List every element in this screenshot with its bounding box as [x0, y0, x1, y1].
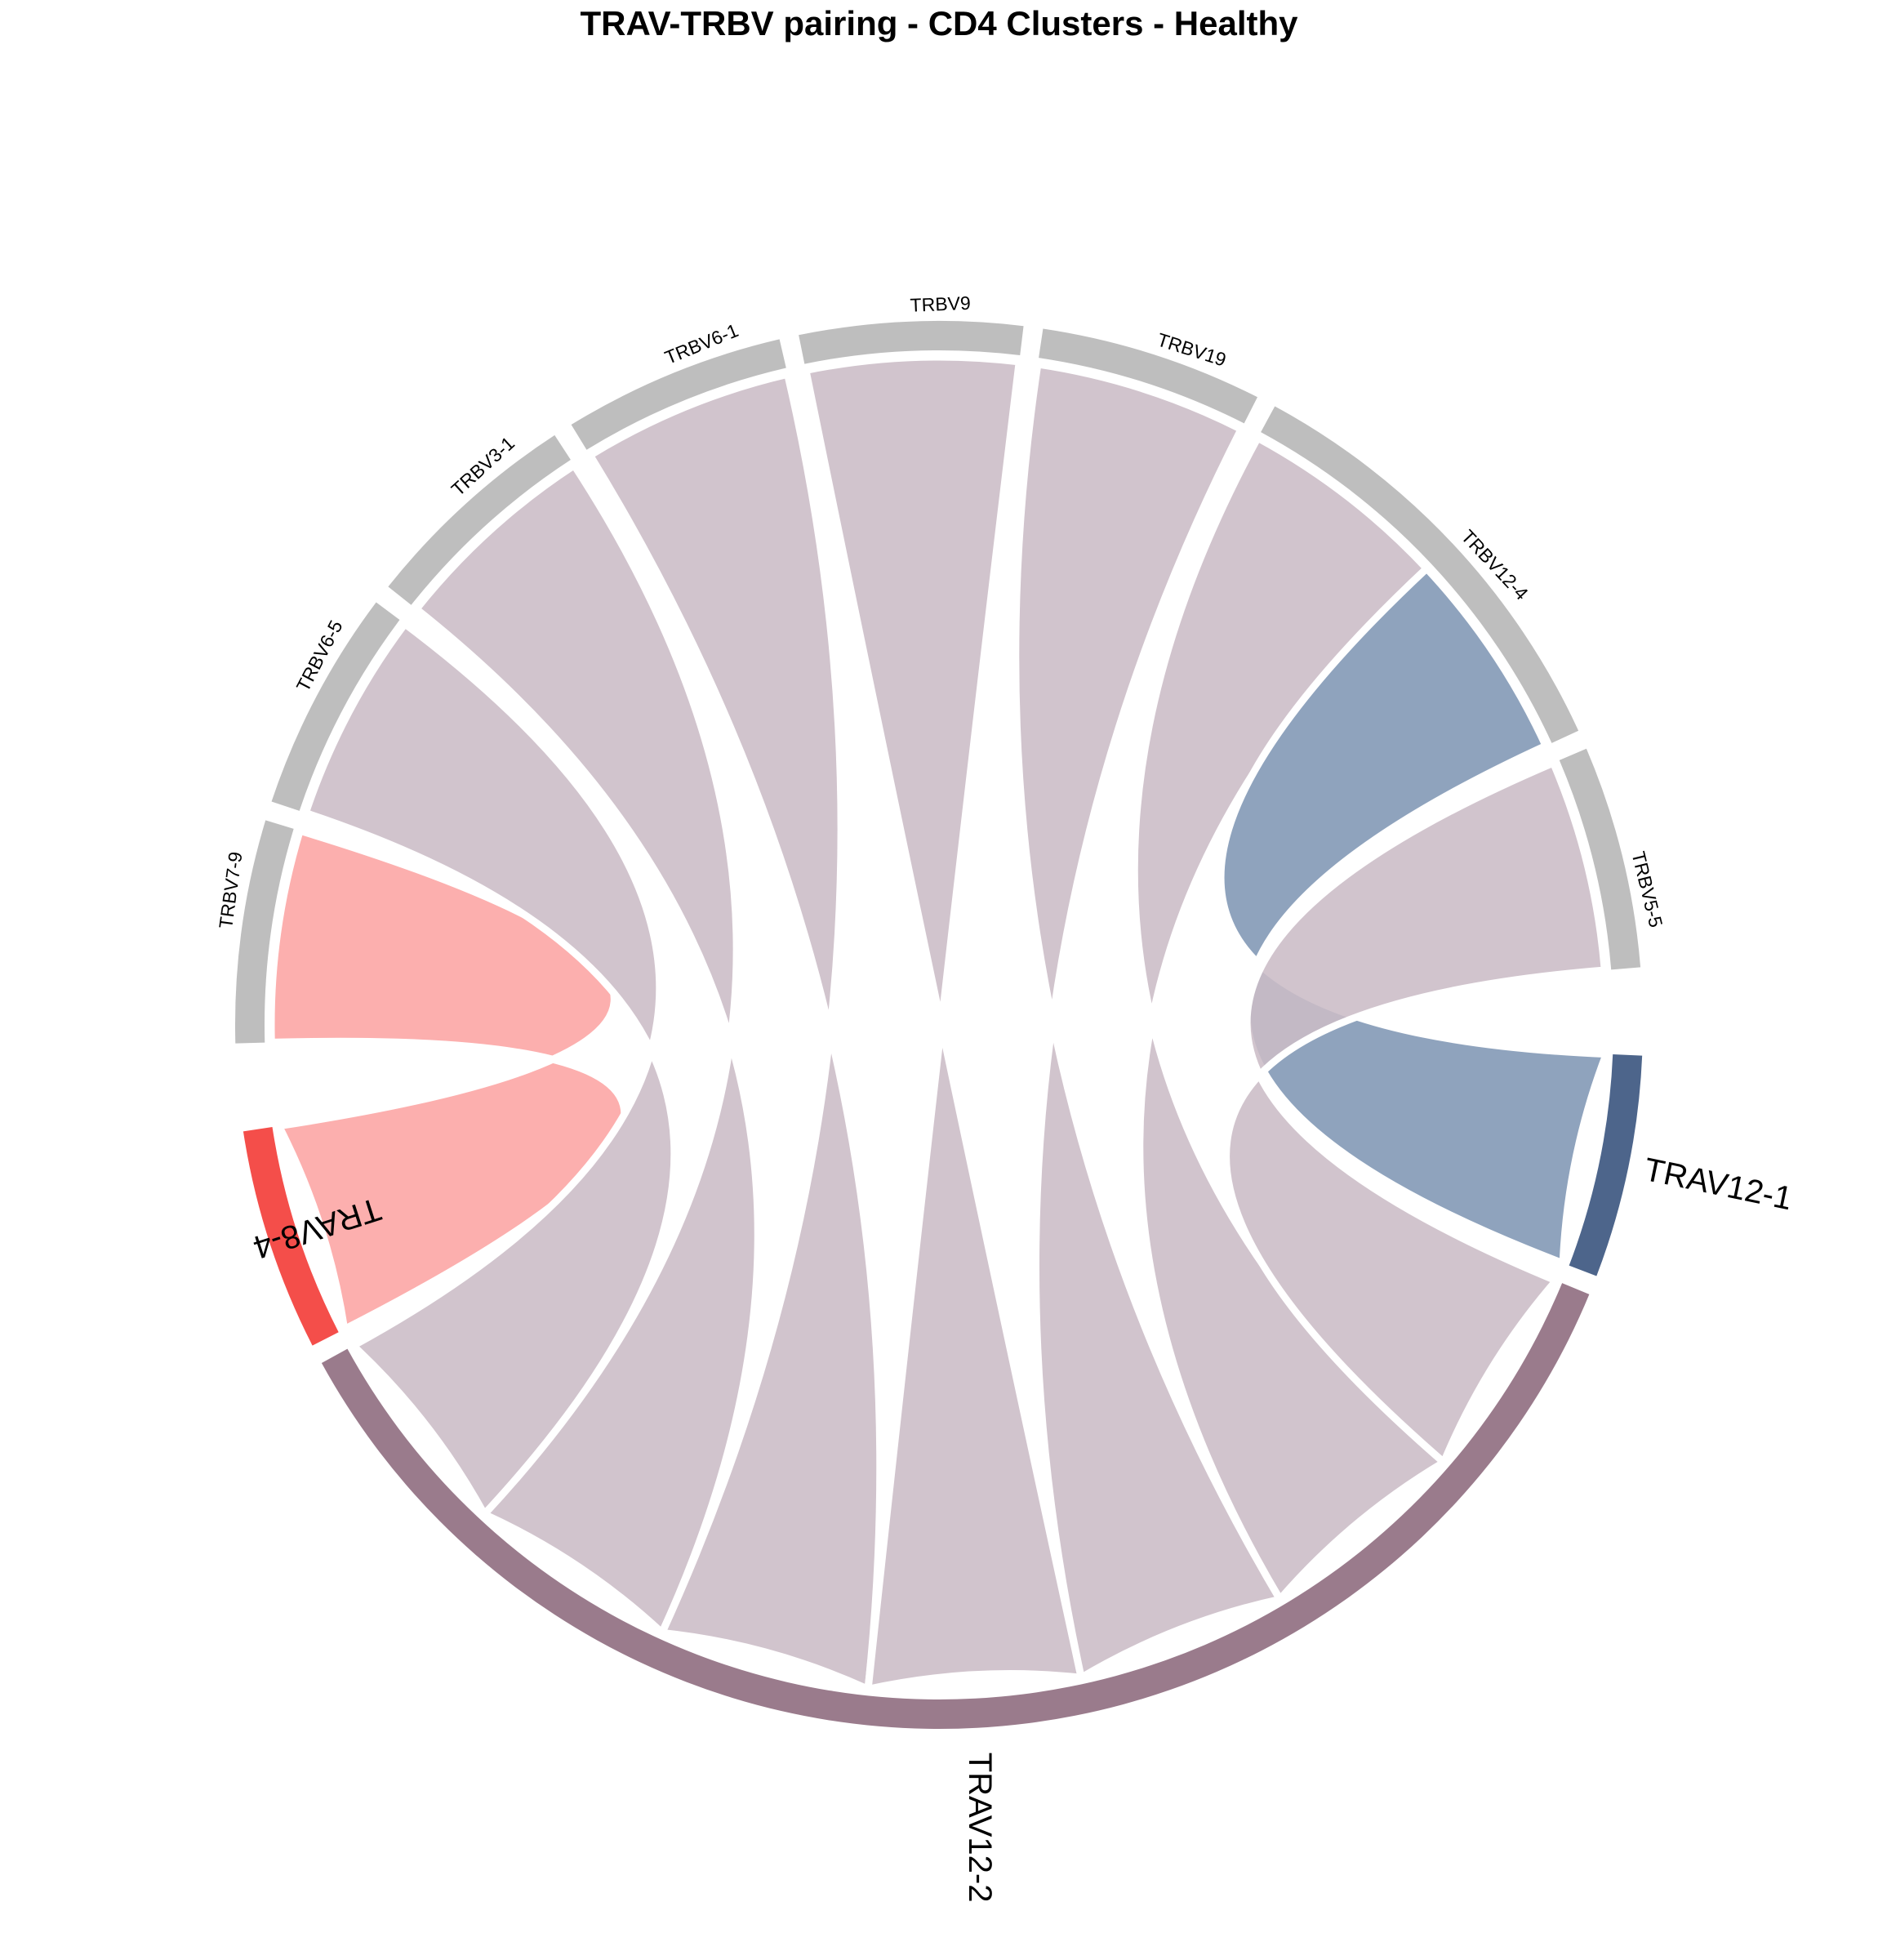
sector-track-trav8-4 — [243, 1126, 339, 1346]
sector-track-trbv7-9 — [235, 820, 294, 1044]
chord-link-trav12-2-trbv6-1 — [586, 370, 884, 1693]
sector-track-trbv6-5 — [271, 602, 400, 811]
sector-track-trbv5-5 — [1559, 748, 1641, 970]
sector-track-trbv9 — [799, 320, 1024, 364]
sector-track-trav12-2 — [321, 1283, 1590, 1729]
chord-link-trav12-1-trbv12-4 — [1217, 564, 1610, 1267]
sector-tracks — [235, 320, 1643, 1729]
sector-track-trbv19 — [1039, 328, 1257, 424]
sector-label-trbv7-9: TRBV7-9 — [215, 850, 246, 929]
sector-label-trav12-1: TRAV12-1 — [1641, 1152, 1796, 1217]
chord-link-trav12-2-trbv19 — [1012, 360, 1284, 1682]
sector-track-trav12-1 — [1569, 1054, 1643, 1276]
chord-link-trav12-2-trbv5-5 — [1222, 759, 1609, 1467]
sector-track-trbv12-4 — [1261, 406, 1579, 743]
chord-link-trav12-2-trbv6-5 — [301, 620, 679, 1518]
chord-link-trav8-4-trbv7-9 — [267, 826, 629, 1334]
sector-label-trbv9: TRBV9 — [910, 292, 971, 316]
sector-track-trbv6-1 — [571, 339, 786, 450]
chart-title: TRAV-TRBV pairing - CD4 Clusters - Healt… — [580, 4, 1298, 42]
chord-links — [267, 353, 1610, 1693]
chord-link-trav12-2-trbv9 — [802, 353, 1085, 1693]
chord-link-trav12-2-trbv3-1 — [412, 461, 762, 1637]
sector-label-trav12-2: TRAV12-2 — [962, 1753, 998, 1903]
sector-track-trbv3-1 — [388, 434, 571, 605]
